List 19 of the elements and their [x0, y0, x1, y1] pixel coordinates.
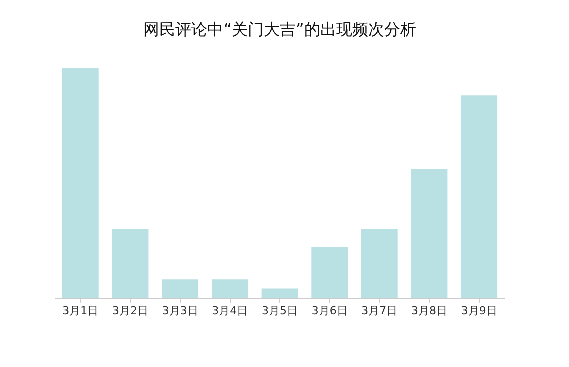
x-tick-label: 3月4日	[212, 304, 248, 318]
bar	[312, 247, 348, 298]
bar	[112, 229, 149, 298]
bar	[361, 229, 398, 298]
x-tick-label: 3月3日	[162, 304, 198, 318]
bar	[411, 169, 448, 298]
x-tick-label: 3月6日	[312, 304, 348, 318]
x-tick-label: 3月8日	[412, 304, 448, 318]
x-tick-label: 3月2日	[112, 304, 148, 318]
chart-title: 网民评论中“关门大吉”的出现频次分析	[144, 20, 416, 39]
x-tick-label: 3月1日	[62, 304, 99, 318]
bar	[262, 288, 298, 298]
bar	[162, 280, 199, 298]
bar	[461, 96, 498, 298]
x-tick-label: 3月5日	[262, 304, 298, 318]
x-tick-label: 3月7日	[362, 304, 398, 318]
bar	[62, 68, 99, 298]
bar	[212, 280, 248, 298]
x-tick-label: 3月9日	[461, 304, 498, 318]
